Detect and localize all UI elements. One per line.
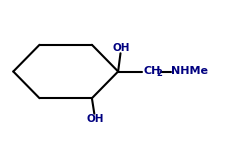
Text: NHMe: NHMe [171, 66, 208, 76]
Text: OH: OH [87, 114, 104, 124]
Text: CH: CH [143, 66, 161, 76]
Text: 2: 2 [156, 69, 162, 78]
Text: OH: OH [113, 43, 130, 53]
